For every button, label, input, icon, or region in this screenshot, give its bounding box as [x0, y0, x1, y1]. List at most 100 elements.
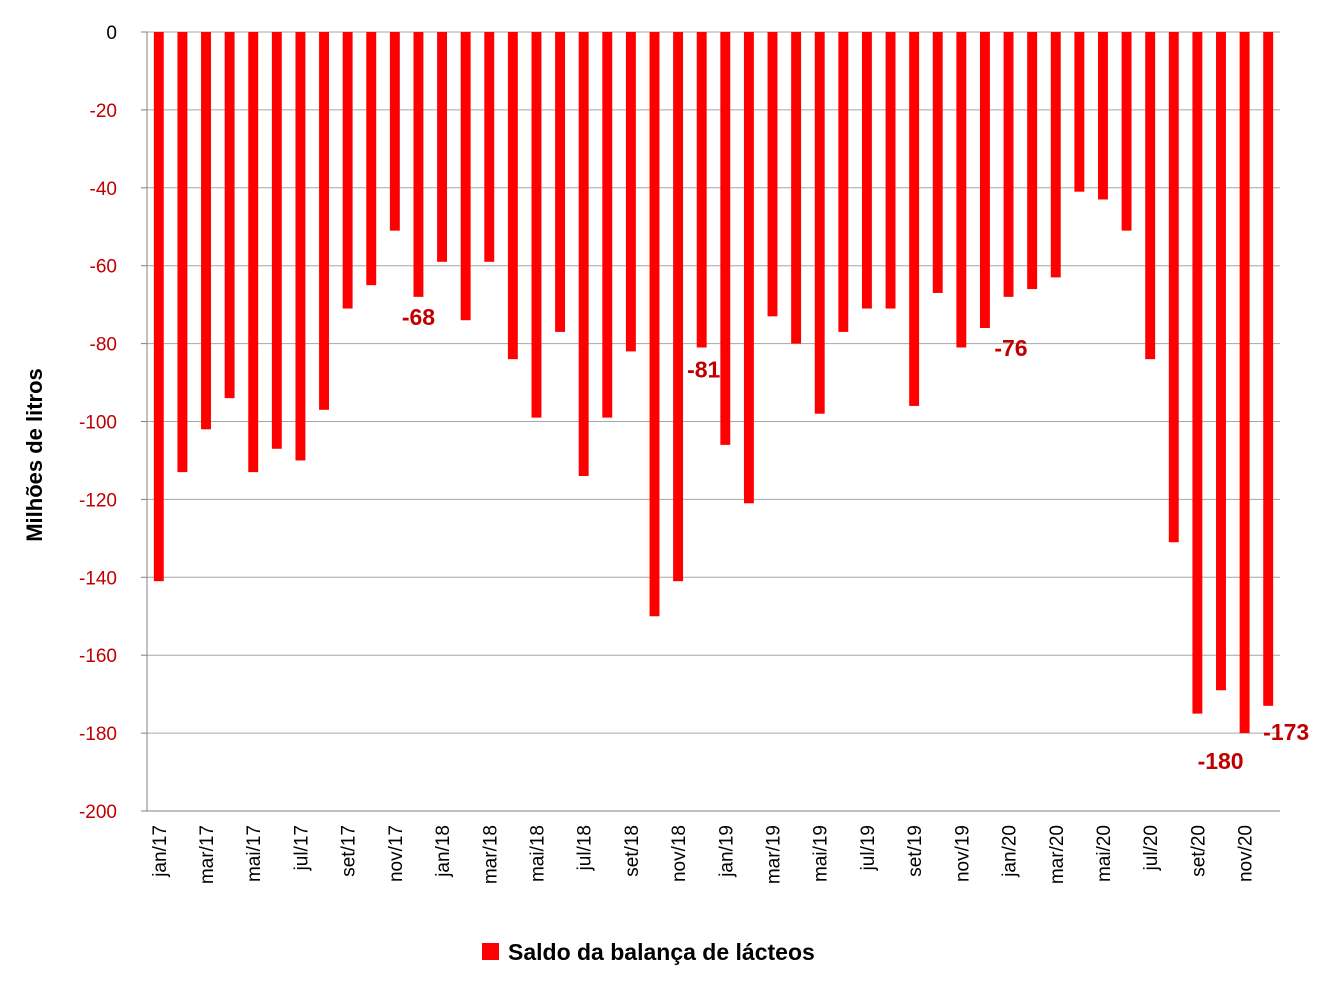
x-tick-label: mar/19 [764, 825, 785, 884]
bar [319, 32, 329, 410]
bar [555, 32, 566, 332]
y-tick-label: -140 [79, 568, 117, 589]
bar [389, 32, 400, 231]
x-tick-label: mai/17 [244, 825, 265, 882]
x-tick-label: nov/17 [386, 825, 407, 882]
y-tick-label: -80 [90, 335, 117, 356]
x-tick-label: nov/19 [952, 825, 973, 882]
bar [1168, 32, 1179, 543]
data-labels: -68 -81 -76 -180 -173 [402, 304, 1309, 774]
bar [224, 32, 235, 399]
bar [1145, 32, 1156, 360]
legend: Saldo da balança de lácteos [482, 939, 815, 965]
bar [271, 32, 282, 449]
bar [885, 32, 896, 309]
bar [366, 32, 377, 286]
bar [342, 32, 353, 309]
bar [201, 32, 211, 430]
data-label: -180 [1198, 748, 1244, 774]
bar [1050, 32, 1061, 278]
x-tick-label: jul/19 [858, 825, 879, 871]
bar [1121, 32, 1132, 231]
y-tick-label: 0 [106, 23, 117, 44]
bar [1027, 32, 1038, 290]
bar [295, 32, 306, 461]
x-tick-label: mai/20 [1094, 825, 1115, 882]
y-tick-label: -100 [79, 413, 117, 434]
bar [153, 32, 164, 582]
x-tick-label: set/17 [339, 825, 360, 877]
x-tick-label: jul/18 [575, 825, 596, 871]
bar [437, 32, 448, 262]
bar [720, 32, 731, 445]
legend-swatch [482, 943, 499, 960]
bar [578, 32, 589, 477]
legend-label: Saldo da balança de lácteos [508, 939, 815, 965]
y-tick-label: -160 [79, 646, 117, 667]
x-tick-label: mar/17 [197, 825, 218, 884]
bar [979, 32, 990, 329]
bar [696, 32, 707, 348]
data-label: -76 [994, 335, 1027, 361]
bar [1216, 32, 1226, 691]
x-tick-label: set/19 [905, 825, 926, 877]
gridlines [147, 31, 1280, 734]
bar [602, 32, 613, 418]
y-axis-title: Milhões de litros [22, 368, 47, 542]
bar [956, 32, 967, 348]
x-tick-label: nov/18 [669, 825, 690, 882]
y-tick-label: -40 [90, 179, 117, 200]
bar [1098, 32, 1108, 200]
bar [767, 32, 778, 317]
bar [625, 32, 636, 352]
x-tick-label: set/18 [622, 825, 643, 877]
y-tick-label: -120 [79, 490, 117, 511]
data-label: -81 [687, 356, 720, 382]
x-tick-label: mar/18 [480, 825, 501, 884]
bar [932, 32, 943, 293]
y-tick-label: -180 [79, 724, 117, 745]
bar [1003, 32, 1014, 297]
x-tick-label: jan/19 [716, 825, 737, 878]
bar [1074, 32, 1085, 192]
x-tick-labels: jan/17 mar/17 mai/17 jul/17 set/17 nov/17 jan/… [150, 825, 1257, 884]
y-tick-label: -20 [90, 101, 117, 122]
x-tick-label: jul/20 [1141, 825, 1162, 871]
x-tick-label: nov/20 [1236, 825, 1257, 882]
x-tick-label: mai/19 [811, 825, 832, 882]
axes [141, 31, 1280, 812]
y-tick-label: -200 [79, 802, 117, 823]
bar [838, 32, 849, 332]
bar [1239, 32, 1250, 734]
bar [460, 32, 471, 321]
bar [531, 32, 542, 418]
data-label: -68 [402, 304, 435, 330]
x-tick-label: jul/17 [291, 825, 312, 871]
bar [248, 32, 259, 473]
y-tick-label: -60 [90, 257, 117, 278]
bar [743, 32, 754, 504]
x-tick-label: jan/18 [433, 825, 454, 878]
x-tick-label: jan/20 [1000, 825, 1021, 878]
bar [413, 32, 424, 297]
x-tick-label: mai/18 [527, 825, 548, 882]
bar [673, 32, 684, 582]
x-tick-label: set/20 [1188, 825, 1209, 877]
bar [177, 32, 188, 473]
data-label: -173 [1263, 719, 1309, 745]
bar [791, 32, 802, 344]
x-tick-label: jan/17 [150, 825, 171, 878]
bar [861, 32, 872, 309]
bar [814, 32, 825, 414]
bar [484, 32, 495, 262]
y-tick-labels: 0 -20 -40 -60 -80 -100 -120 -140 -160 -180 -200 [79, 23, 117, 823]
bars [153, 32, 1274, 734]
bar [909, 32, 920, 406]
bar [649, 32, 660, 617]
x-tick-label: mar/20 [1047, 825, 1068, 884]
bar [1192, 32, 1203, 714]
bar [1263, 32, 1274, 706]
bar [507, 32, 518, 360]
